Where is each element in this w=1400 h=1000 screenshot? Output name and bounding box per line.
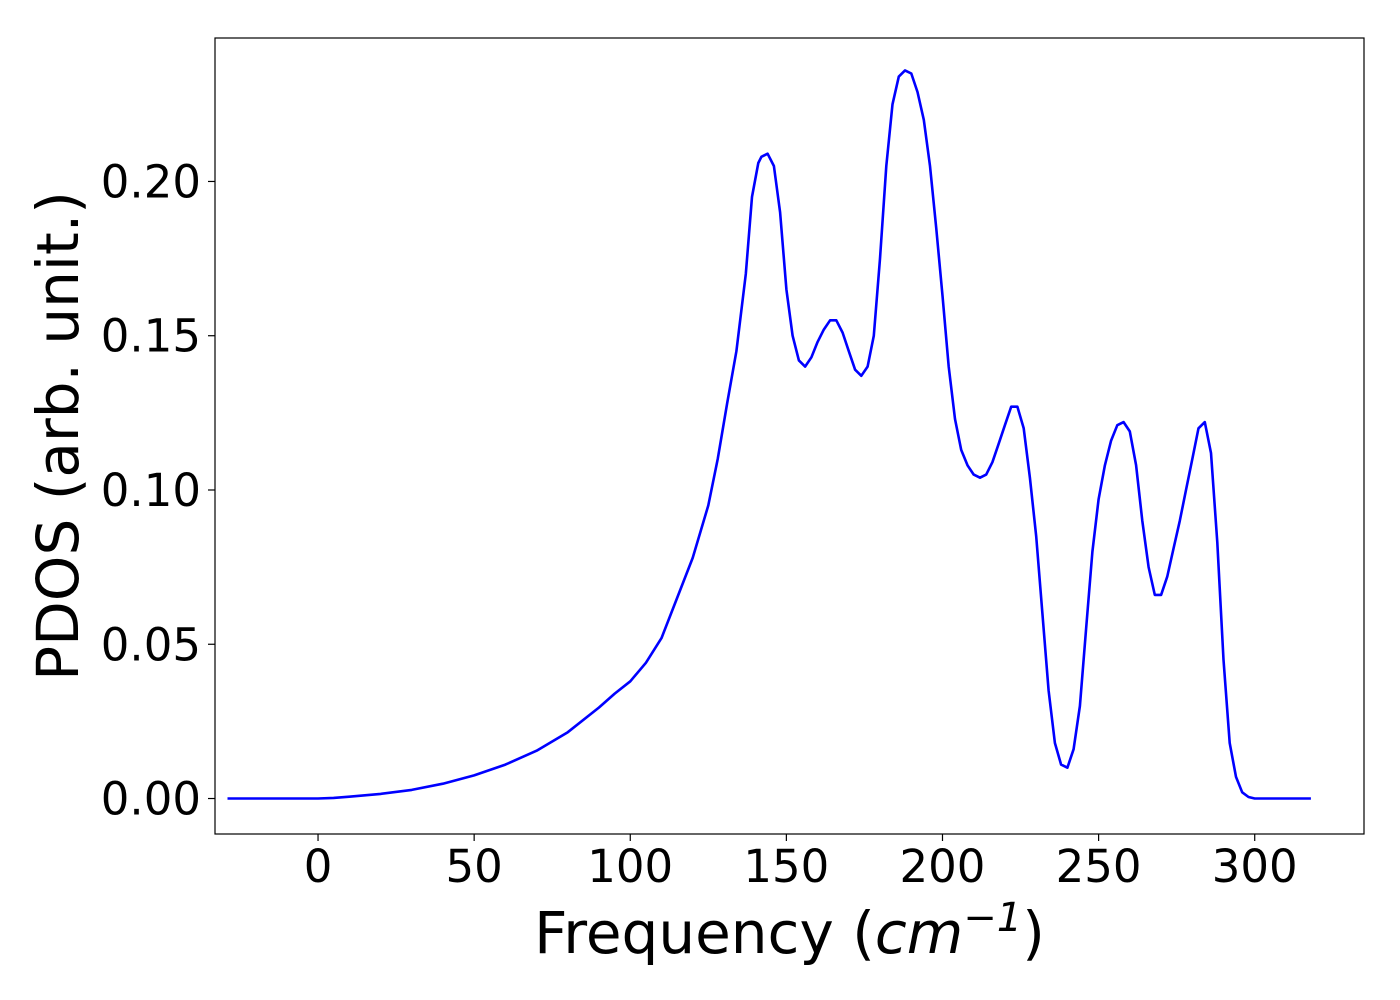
y-tick-label: 0.15	[101, 310, 201, 363]
x-tick-label: 150	[743, 840, 829, 893]
x-tick-label: 250	[1056, 840, 1142, 893]
plot-area	[227, 69, 1311, 800]
y-axis-ticks: 0.00 0.05 0.10 0.15 0.20	[101, 155, 215, 826]
pdos-series-line	[227, 69, 1311, 800]
y-tick-label: 0.00	[101, 773, 201, 826]
x-axis-ticks: 0 50 100 150 200 250 300	[304, 834, 1298, 893]
x-tick-label: 300	[1212, 840, 1298, 893]
x-tick-label: 0	[304, 840, 333, 893]
y-tick-label: 0.10	[101, 464, 201, 517]
x-tick-label: 100	[587, 840, 673, 893]
y-tick-label: 0.20	[101, 155, 201, 208]
axes-frame	[214, 37, 1365, 835]
x-tick-label: 50	[446, 840, 503, 893]
y-tick-label: 0.05	[101, 618, 201, 671]
x-axis-label: Frequency (cm−1)	[534, 895, 1045, 967]
x-tick-label: 200	[900, 840, 986, 893]
y-axis-label: PDOS (arb. unit.)	[24, 191, 92, 681]
